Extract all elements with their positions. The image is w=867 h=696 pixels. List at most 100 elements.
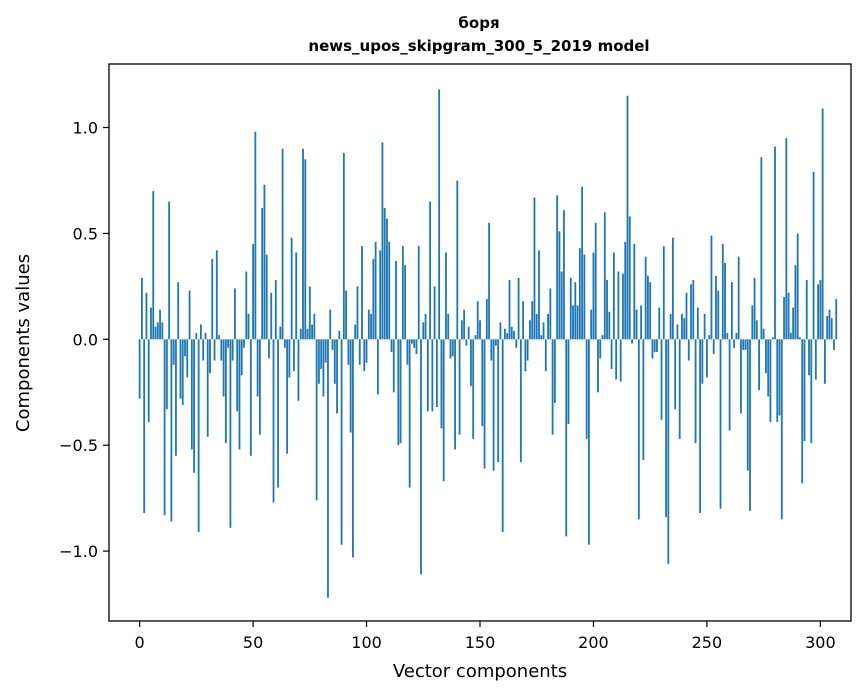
bar — [538, 250, 540, 340]
bar — [361, 246, 363, 340]
bar — [524, 339, 527, 372]
bar — [665, 339, 667, 518]
bar — [508, 280, 511, 340]
bar — [417, 246, 420, 340]
bar — [165, 339, 168, 410]
bar — [256, 339, 259, 397]
bar — [558, 231, 561, 340]
bar — [805, 280, 808, 340]
bar — [578, 248, 581, 340]
bar — [730, 282, 733, 340]
bar — [293, 339, 295, 372]
bar — [399, 339, 402, 444]
bar — [590, 309, 593, 340]
bar — [279, 326, 282, 340]
bar — [213, 339, 216, 361]
bar — [771, 337, 774, 340]
bar — [769, 339, 772, 422]
bar — [338, 330, 341, 340]
bar — [465, 339, 468, 346]
bar — [631, 339, 633, 344]
bar — [476, 301, 479, 340]
bar — [231, 339, 234, 361]
bar — [333, 339, 336, 384]
bar — [313, 313, 316, 340]
bar — [585, 339, 588, 439]
bar — [572, 305, 574, 340]
bar — [724, 263, 726, 340]
bar — [681, 313, 683, 340]
bar — [606, 280, 608, 340]
bar — [574, 282, 577, 340]
bar — [367, 309, 370, 340]
x-tick-label: 300 — [805, 633, 836, 652]
bar — [715, 275, 717, 340]
x-tick-label: 0 — [135, 633, 145, 652]
bar — [138, 339, 141, 399]
bar — [608, 311, 611, 340]
bar — [263, 184, 266, 340]
bar — [277, 339, 279, 488]
bar — [356, 286, 359, 340]
bar — [268, 339, 270, 359]
x-tick-label: 200 — [578, 633, 609, 652]
bar — [297, 339, 300, 401]
bar — [245, 271, 248, 340]
bar — [640, 305, 643, 340]
bar — [199, 324, 202, 340]
bar — [624, 241, 627, 340]
bar — [492, 339, 495, 471]
bar — [717, 290, 720, 340]
bar — [447, 313, 450, 340]
x-tick-label: 150 — [465, 633, 496, 652]
bar — [188, 290, 191, 340]
bar — [726, 332, 729, 340]
bar — [522, 301, 525, 340]
bar — [599, 339, 602, 359]
bar — [485, 299, 488, 340]
bar — [783, 296, 785, 340]
bar — [186, 339, 189, 378]
bar — [615, 339, 618, 380]
bar — [544, 339, 547, 372]
bar — [254, 131, 257, 340]
bar — [140, 277, 143, 340]
bar — [683, 318, 686, 340]
bar — [678, 339, 681, 439]
bar — [472, 339, 475, 439]
bar — [551, 339, 554, 435]
bar — [426, 339, 429, 412]
bar — [823, 339, 826, 384]
bar — [261, 208, 264, 340]
bar — [803, 339, 806, 441]
bar — [549, 288, 552, 340]
bar — [172, 339, 175, 365]
bar — [553, 339, 556, 403]
bar — [383, 208, 386, 340]
bar — [329, 309, 332, 340]
bar — [488, 222, 490, 340]
bar — [211, 258, 214, 340]
bar — [408, 339, 411, 488]
bar — [721, 244, 724, 340]
bar — [463, 309, 466, 340]
bar — [283, 339, 286, 348]
bar — [540, 335, 543, 340]
bar — [181, 339, 184, 405]
bar — [304, 159, 307, 340]
bar — [240, 339, 243, 376]
bar — [175, 339, 177, 456]
bar — [792, 307, 795, 340]
x-axis-ticks: 0 50 100 150 200 250 300 — [135, 621, 836, 652]
bar — [633, 244, 636, 340]
bar — [610, 339, 613, 369]
bar — [442, 339, 445, 482]
bar — [411, 339, 413, 344]
bar — [778, 339, 781, 416]
bar — [801, 339, 804, 484]
bar — [413, 339, 416, 348]
bar — [696, 307, 699, 340]
bar — [365, 339, 368, 363]
bar — [290, 237, 293, 340]
bar — [209, 339, 211, 374]
